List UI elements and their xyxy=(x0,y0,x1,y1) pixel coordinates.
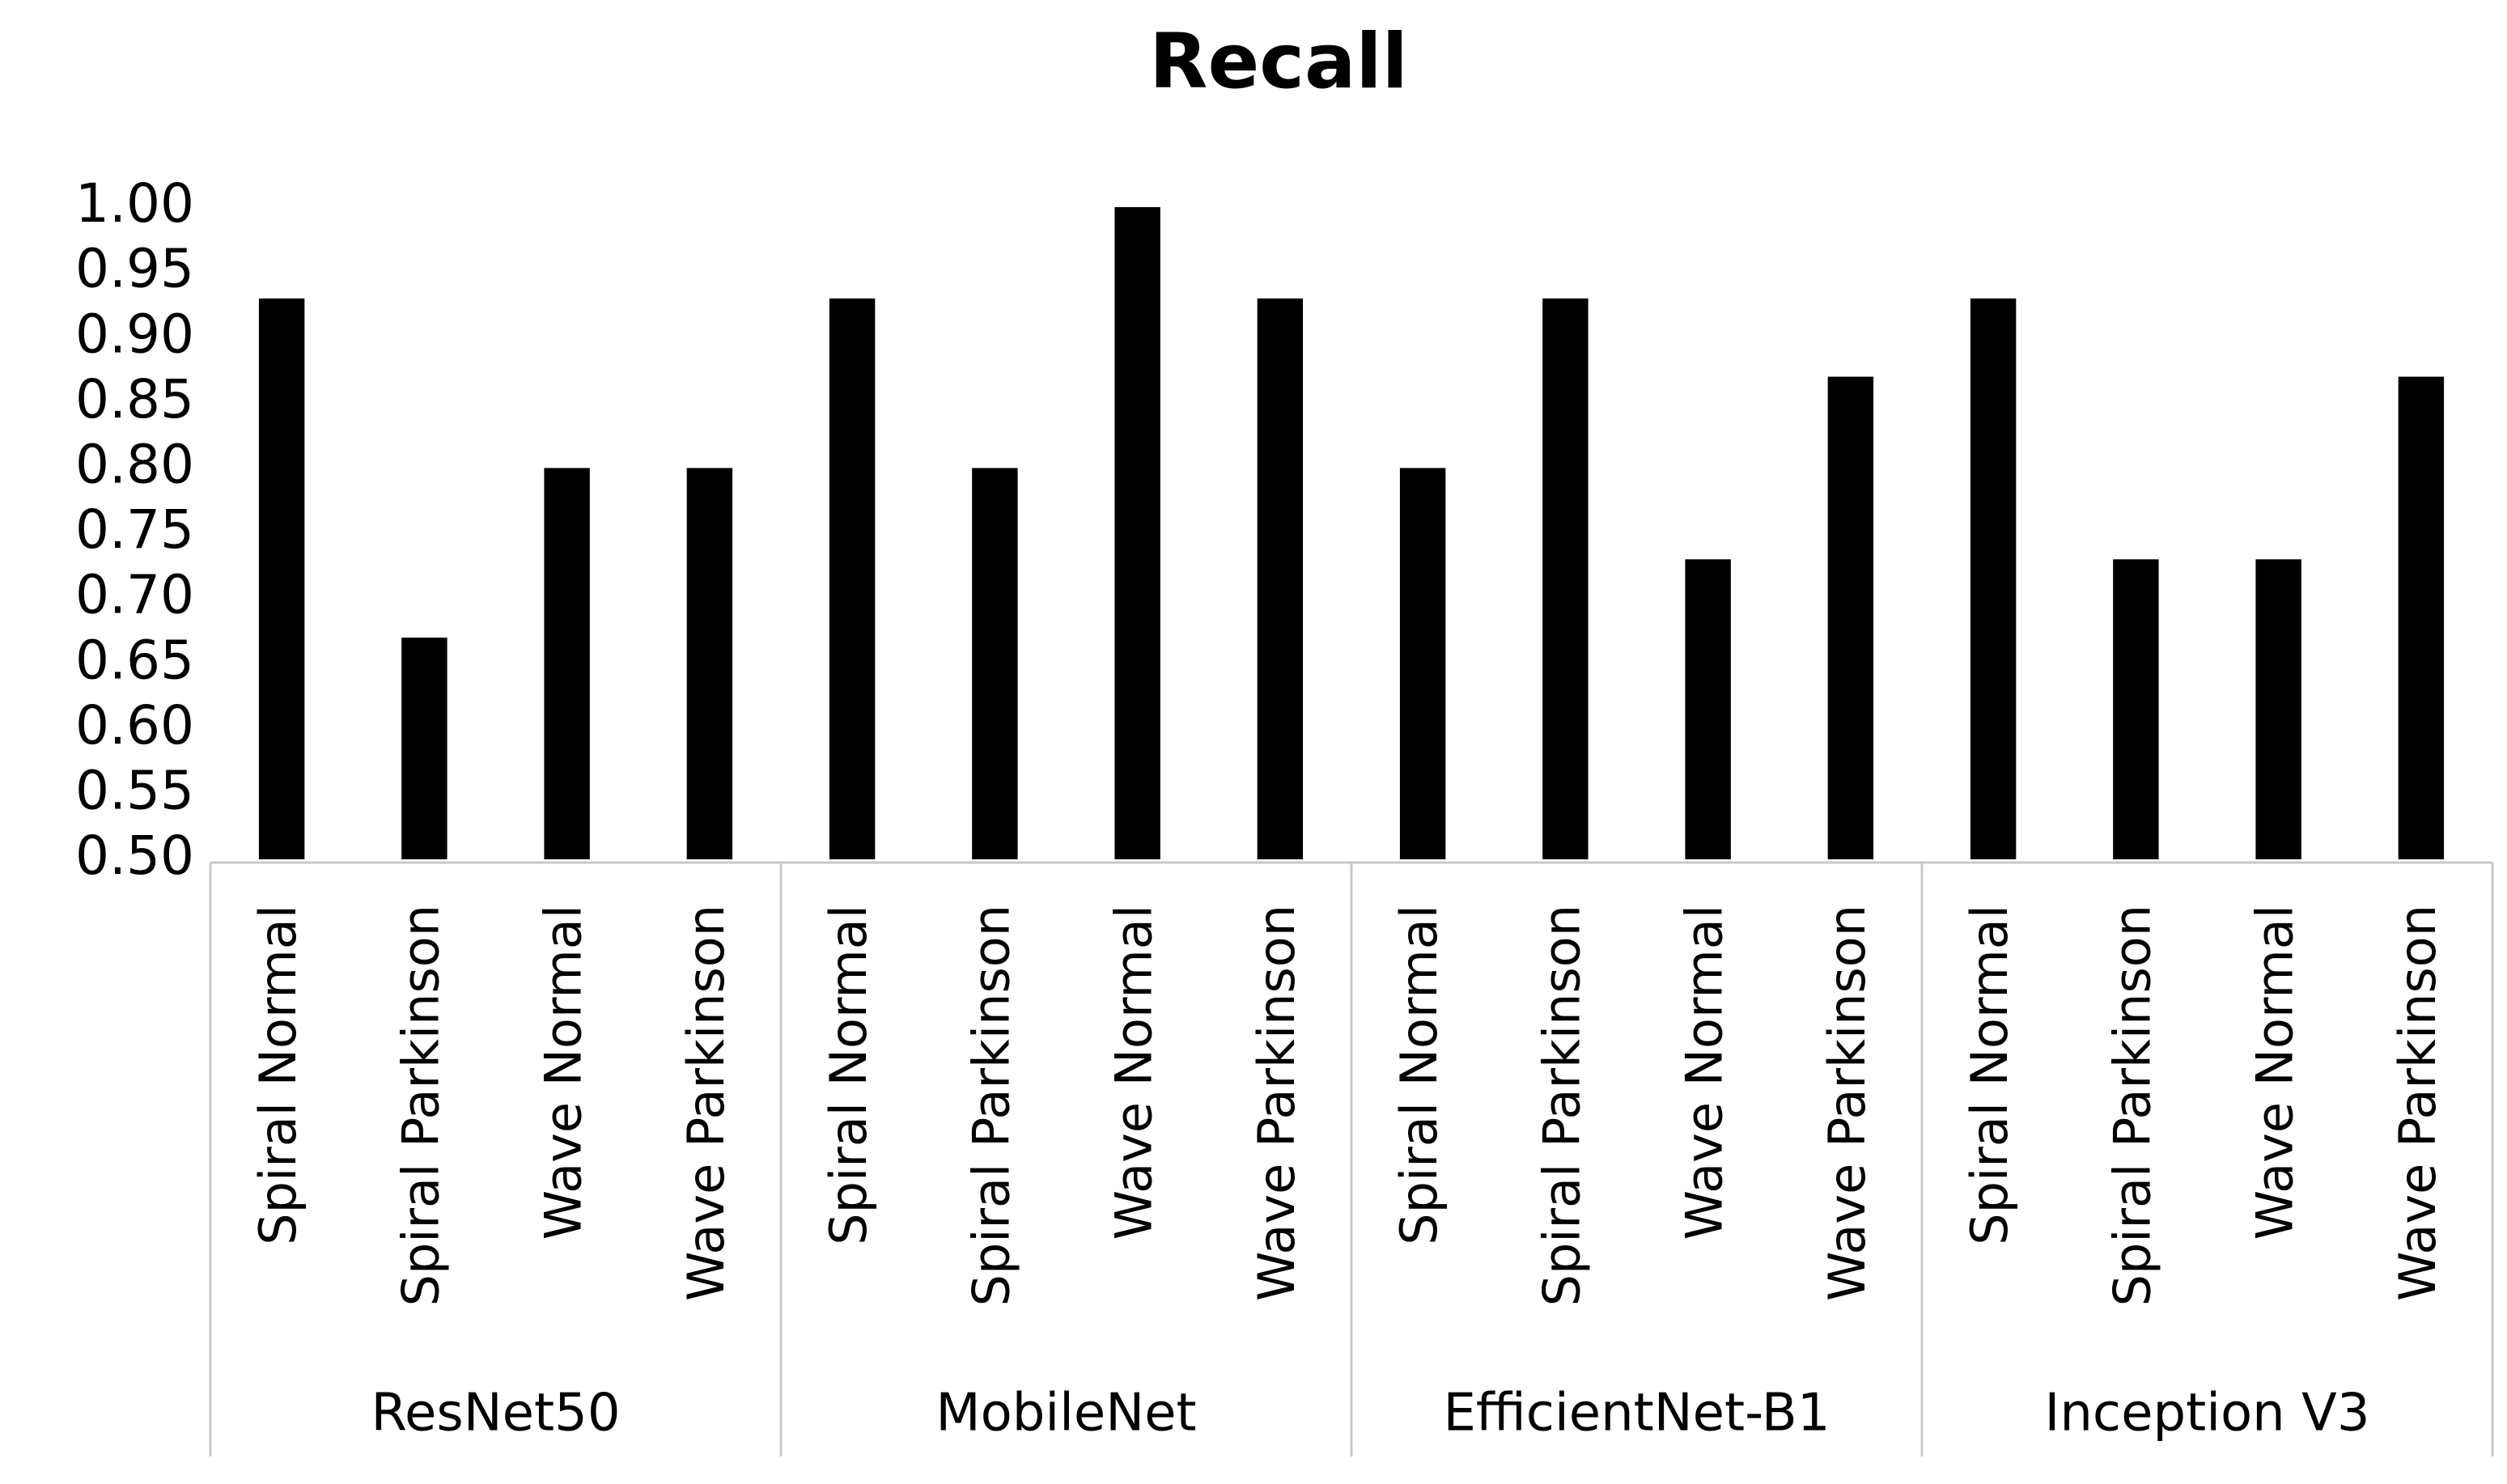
y-tick-label: 0.95 xyxy=(75,238,194,300)
y-tick-label: 0.65 xyxy=(75,629,194,691)
x-tick-label: Wave Parkinson xyxy=(1247,905,1306,1301)
bar xyxy=(1257,298,1304,860)
y-tick-label: 0.90 xyxy=(75,303,194,365)
x-tick-label: Spiral Parkinson xyxy=(391,905,450,1306)
bar xyxy=(686,468,733,859)
y-tick-label: 1.00 xyxy=(75,172,194,235)
x-tick-label: Wave Parkinson xyxy=(1818,905,1877,1301)
x-tick-label: Spiral Parkinson xyxy=(961,905,1020,1306)
x-tick-label: Spiral Parkinson xyxy=(2102,905,2161,1306)
bar xyxy=(2255,559,2301,859)
bar xyxy=(1114,207,1160,859)
x-tick-label: Spiral Normal xyxy=(1389,905,1449,1245)
bar xyxy=(2113,559,2159,859)
x-tick-label: Wave Normal xyxy=(534,905,593,1240)
group-label: Inception V3 xyxy=(2044,1384,2369,1444)
group-label: MobileNet xyxy=(935,1384,1196,1444)
x-tick-label: Spiral Normal xyxy=(248,905,308,1245)
bar xyxy=(1827,376,1874,859)
y-tick-label: 0.70 xyxy=(75,564,194,626)
bar xyxy=(544,468,590,859)
bar xyxy=(2398,376,2445,859)
bar xyxy=(1542,298,1589,860)
y-tick-label: 0.50 xyxy=(75,825,194,887)
x-tick-label: Spiral Parkinson xyxy=(1532,905,1591,1306)
x-tick-label: Spiral Normal xyxy=(819,905,878,1245)
chart-title: Recall xyxy=(1149,18,1408,106)
bar xyxy=(1970,298,2017,860)
x-tick-label: Wave Normal xyxy=(1105,905,1164,1240)
x-tick-label: Wave Normal xyxy=(2246,905,2305,1240)
x-tick-label: Wave Normal xyxy=(1675,905,1734,1240)
y-tick-label: 0.60 xyxy=(75,694,194,757)
y-tick-label: 0.55 xyxy=(75,759,194,821)
group-label: EfficientNet-B1 xyxy=(1443,1384,1830,1444)
group-label: ResNet50 xyxy=(371,1384,620,1444)
bar xyxy=(258,298,305,860)
bar xyxy=(401,637,448,859)
x-tick-label: Wave Parkinson xyxy=(2388,905,2447,1301)
bar xyxy=(1685,559,1731,859)
x-tick-label: Spiral Normal xyxy=(1960,905,2019,1245)
y-tick-label: 0.85 xyxy=(75,368,194,430)
bar xyxy=(1399,468,1446,859)
bar xyxy=(829,298,876,860)
x-tick-label: Wave Parkinson xyxy=(677,905,736,1301)
bar xyxy=(972,468,1018,859)
y-tick-label: 0.75 xyxy=(75,498,194,561)
y-tick-label: 0.80 xyxy=(75,433,194,495)
